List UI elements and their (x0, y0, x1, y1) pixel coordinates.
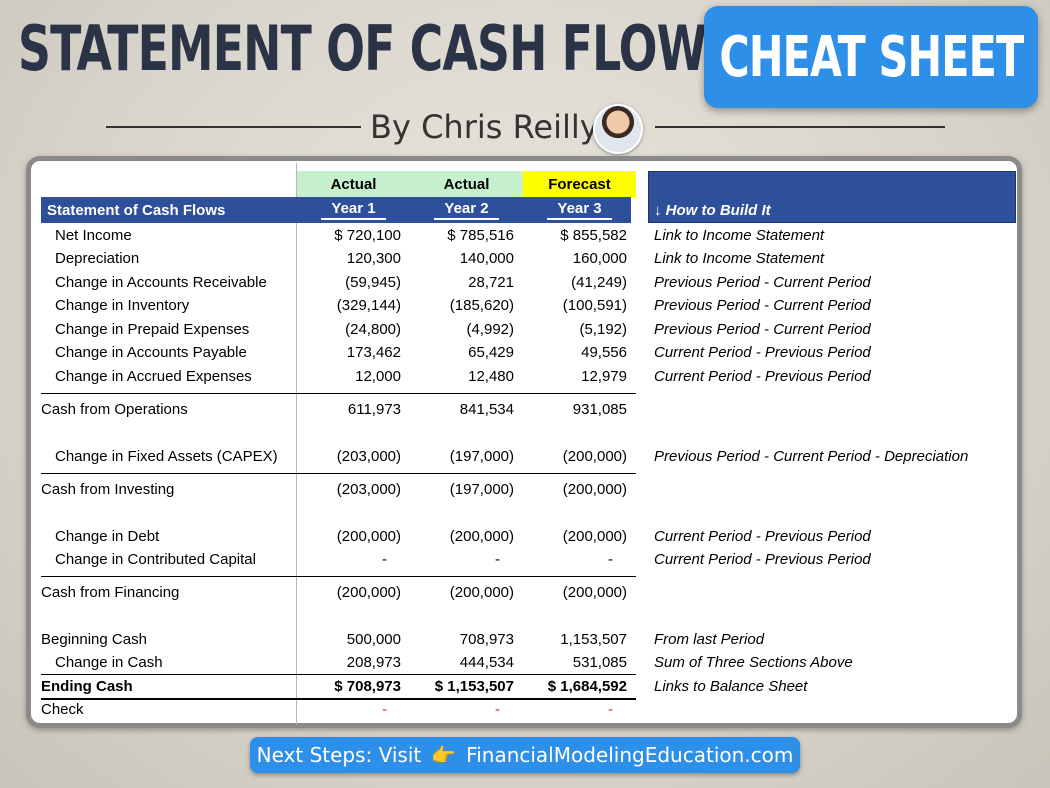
cash-flow-table-card: Actual Actual Forecast Statement of Cash… (26, 156, 1022, 728)
year-1-header: Year 1 (297, 197, 410, 223)
how-to-build-header (648, 171, 1016, 223)
how-to-build-label: ↓ How to Build It (654, 201, 771, 219)
year-2-header: Year 2 (410, 197, 523, 223)
cta-prefix: Next Steps: Visit (256, 743, 422, 767)
divider-left (106, 126, 361, 128)
table-row: Change in Prepaid Expenses (24,800) (4,9… (55, 321, 871, 338)
cta-link-text[interactable]: FinancialModelingEducation.com (466, 743, 794, 767)
badge-text: CHEAT SHEET (718, 24, 1024, 90)
avatar (593, 104, 643, 154)
row-divider (41, 576, 636, 577)
next-steps-link[interactable]: Next Steps: Visit 👉 FinancialModelingEdu… (250, 737, 800, 773)
header-forecast: Forecast (523, 171, 636, 197)
table-row: Change in Accrued Expenses 12,000 12,480… (55, 368, 871, 385)
row-divider (41, 674, 636, 675)
table-row: Change in Accounts Receivable (59,945) 2… (55, 274, 871, 291)
subtotal-row: Cash from Operations 611,973 841,534 931… (41, 401, 627, 418)
header-actual-2: Actual (410, 171, 523, 197)
table-row: Change in Inventory (329,144) (185,620) … (55, 297, 871, 314)
table-header-label: Statement of Cash Flows (47, 201, 226, 219)
byline-text: By Chris Reilly (370, 108, 599, 146)
table-row: Change in Contributed Capital - - - Curr… (55, 551, 871, 568)
table-row: Beginning Cash 500,000 708,973 1,153,507… (41, 631, 765, 648)
row-divider (41, 393, 636, 394)
year-3-header: Year 3 (523, 197, 636, 223)
table-row: Change in Cash 208,973 444,534 531,085 S… (55, 654, 853, 671)
table-row: Depreciation 120,300 140,000 160,000 Lin… (55, 250, 825, 267)
table-row: Change in Debt (200,000) (200,000) (200,… (55, 528, 871, 545)
table-row: Net Income $ 720,100 $ 785,516 $ 855,582… (55, 227, 825, 244)
subtotal-row: Cash from Financing (200,000) (200,000) … (41, 584, 627, 601)
total-row: Ending Cash $ 708,973 $ 1,153,507 $ 1,68… (41, 678, 808, 695)
page-title: STATEMENT OF CASH FLOWS (18, 12, 739, 85)
subtotal-row: Cash from Investing (203,000) (197,000) … (41, 481, 627, 498)
cheat-sheet-badge: CHEAT SHEET (704, 6, 1038, 108)
header-actual-1: Actual (297, 171, 410, 197)
column-divider (296, 163, 297, 725)
divider-right (655, 126, 945, 128)
table-row: Change in Fixed Assets (CAPEX) (203,000)… (55, 448, 969, 465)
table-row: Change in Accounts Payable 173,462 65,42… (55, 344, 871, 361)
check-row: Check - - - (41, 701, 613, 718)
pointing-hand-icon: 👉 (431, 743, 457, 767)
row-divider (41, 473, 636, 474)
byline: By Chris Reilly (0, 104, 1050, 148)
row-divider-double (41, 698, 636, 700)
